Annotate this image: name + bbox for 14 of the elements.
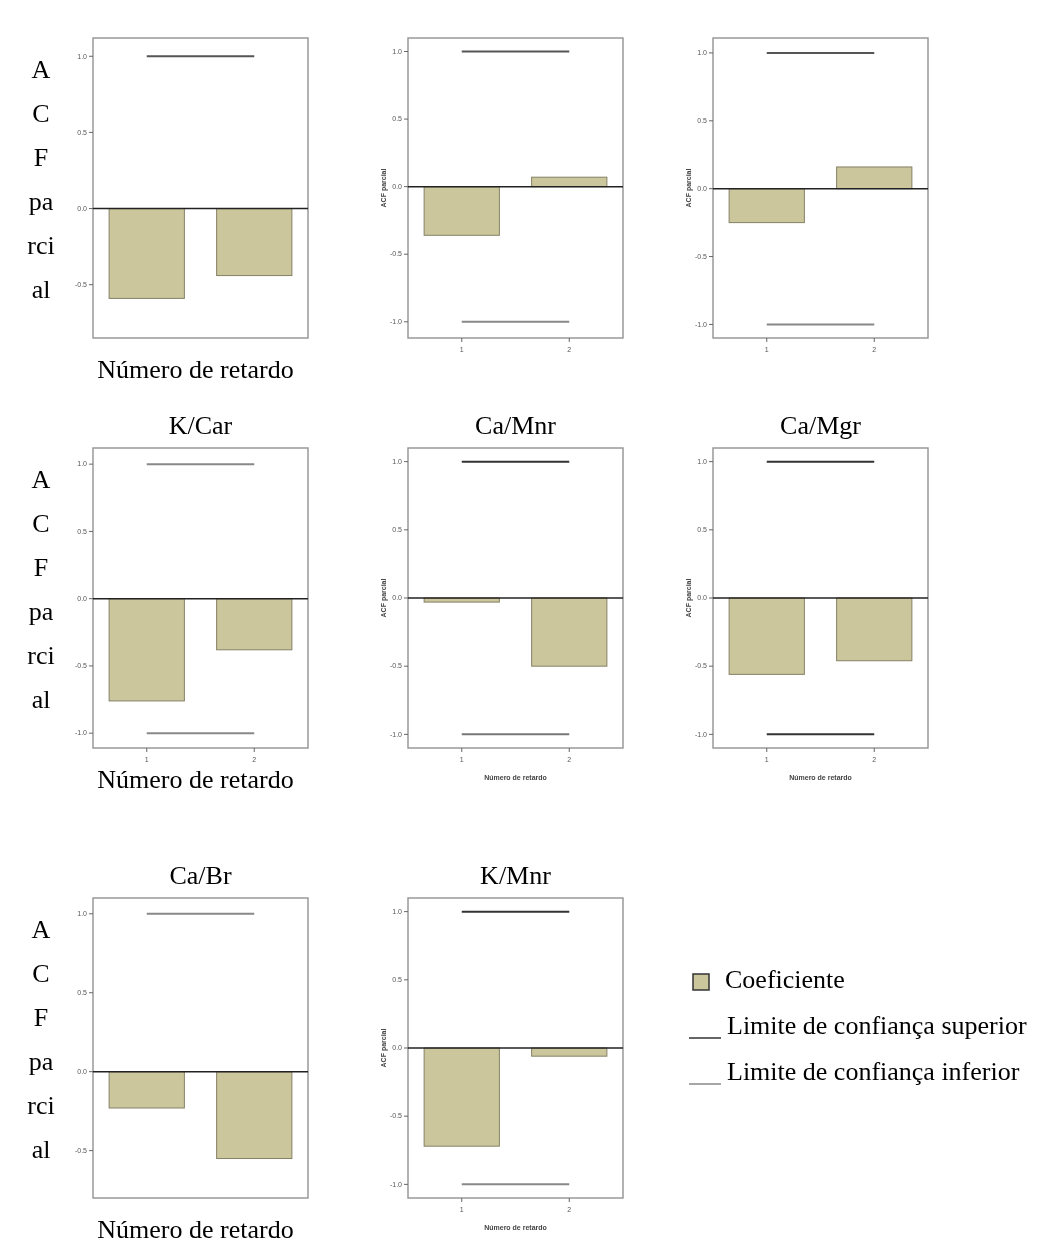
y-axis-title: ACF parcial (27, 465, 55, 714)
x-axis-title: Número de retardo (97, 765, 294, 794)
legend-label: Limite de confiança inferior (727, 1057, 1020, 1086)
legend-label: Coeficiente (725, 965, 845, 994)
legend-label: Limite de confiança superior (727, 1011, 1027, 1040)
chart-title: Ca/Br (169, 861, 232, 890)
y-axis-title: ACF parcial (27, 55, 55, 304)
x-axis-title: Número de retardo (97, 355, 294, 384)
x-axis-title: Número de retardo (97, 1215, 294, 1244)
chart-title: Ca/Mnr (475, 411, 557, 440)
y-axis-title: ACF parcial (27, 915, 55, 1164)
chart-title: K/Mnr (480, 861, 552, 890)
chart-title: K/Car (168, 411, 233, 440)
chart-title: Ca/Mgr (780, 411, 862, 440)
